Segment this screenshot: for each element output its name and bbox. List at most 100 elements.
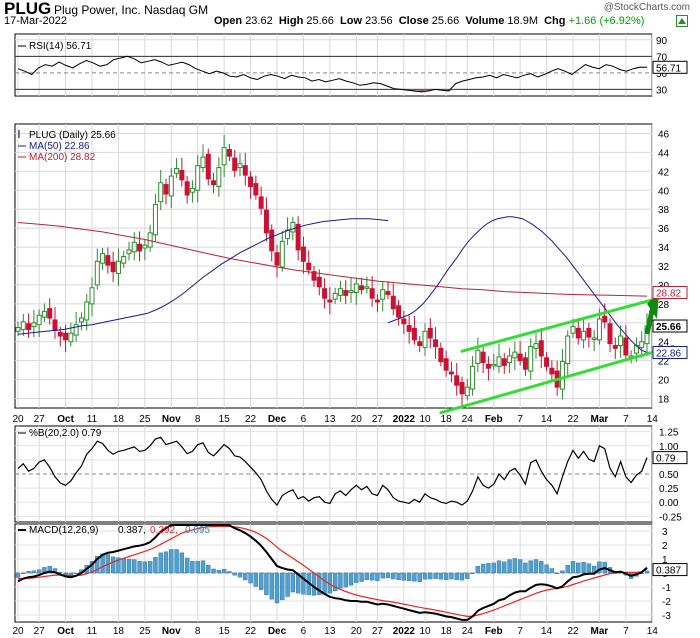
candle [20, 321, 26, 330]
macd-x-tick-label: 7 [623, 626, 629, 637]
macd-histogram-bar [243, 572, 248, 581]
rsi-tick-label: 50 [656, 69, 668, 80]
macd-x-tick-label: 14 [541, 626, 553, 637]
macd-x-tick-label: Dec [268, 626, 287, 637]
candle [163, 184, 169, 195]
macd-histogram-bar [539, 561, 544, 574]
price-tick-label: 28 [658, 300, 670, 311]
macd-histogram-bar [517, 559, 523, 574]
candle [369, 288, 375, 299]
candle [618, 335, 624, 347]
candle [501, 358, 507, 366]
candle [459, 381, 465, 395]
macd-histogram-bar [47, 566, 52, 574]
candle [480, 351, 486, 364]
price-tick-label: 18 [658, 395, 670, 406]
macd-histogram-bar [200, 560, 206, 574]
ma200-line [17, 222, 648, 297]
macd-histogram-bar [280, 572, 285, 601]
candle [496, 356, 502, 367]
candle [570, 326, 576, 334]
candle [84, 301, 90, 321]
price-x-tick-label: Feb [485, 414, 503, 425]
candle [89, 287, 95, 305]
pctb-tick-label: 0.00 [659, 498, 679, 509]
ma200-legend: MA(200) 28.82 [29, 152, 96, 163]
ma50-last-value: 22.86 [656, 349, 681, 360]
macd-histogram-bar [322, 572, 327, 595]
price-x-tick-label: 18 [441, 414, 453, 425]
price-x-tick-label: 27 [34, 414, 46, 425]
candle [306, 262, 312, 271]
price-tick-label: 42 [658, 167, 670, 178]
macd-histogram-bar [227, 571, 232, 574]
price-x-tick-label: 25 [139, 414, 151, 425]
macd-histogram-bar [338, 572, 343, 589]
macd-histogram-bar [274, 572, 280, 604]
candle [189, 187, 195, 193]
macd-histogram-bar [644, 570, 650, 574]
macd-histogram-bar [332, 572, 338, 592]
macd-histogram-bar [311, 572, 317, 596]
candle [385, 291, 391, 295]
macd-legend-name: MACD(12,26,9) [29, 525, 98, 536]
macd-histogram-bar [216, 570, 222, 574]
candle [211, 180, 217, 186]
macd-histogram-bar [454, 572, 459, 580]
price-x-tick-label: 24 [462, 414, 474, 425]
candle [401, 318, 407, 325]
macd-histogram-bar [375, 572, 380, 582]
candle [311, 271, 317, 281]
candle [507, 355, 513, 364]
candle [226, 149, 232, 157]
candle [279, 240, 285, 268]
macd-x-tick-label: 18 [441, 626, 453, 637]
price-tick-label: 44 [658, 148, 670, 159]
candle [57, 331, 63, 337]
macd-histogram-bar [512, 558, 518, 574]
macd-histogram-bar [443, 572, 449, 580]
macd-histogram-bar [121, 558, 126, 574]
macd-histogram-bar [523, 562, 528, 574]
macd-histogram-bar [560, 570, 565, 574]
candle [390, 295, 396, 310]
macd-histogram-bar [581, 562, 586, 574]
candle [142, 244, 148, 249]
candle [290, 221, 296, 233]
candle [68, 332, 74, 343]
candle [15, 327, 21, 332]
candle [322, 288, 328, 299]
candle [269, 229, 275, 252]
candle [470, 365, 476, 390]
macd-histogram-bar [354, 572, 359, 583]
rsi-legend: RSI(14) 56.71 [29, 41, 92, 52]
macd-histogram-bar [116, 557, 121, 574]
candle [427, 327, 433, 339]
candle [100, 253, 106, 264]
candle [348, 290, 354, 294]
candle [52, 319, 58, 331]
macd-histogram-bar [438, 572, 444, 580]
macd-legend-macd-value: 0.387, [118, 525, 146, 536]
ma200-last-value-box [652, 286, 688, 300]
macd-histogram-bar [528, 560, 533, 574]
macd-histogram-bar [211, 568, 216, 574]
candle [295, 223, 301, 251]
price-tick-label: 38 [658, 205, 670, 216]
candle [353, 283, 359, 294]
macd-histogram-bar [417, 572, 422, 583]
candle [639, 341, 645, 348]
macd-line [17, 524, 648, 621]
macd-histogram-bar [237, 572, 243, 578]
candle [115, 260, 121, 275]
macd-histogram-bar [412, 572, 417, 582]
candle [443, 358, 449, 371]
macd-histogram-bar [385, 572, 391, 579]
candle [475, 349, 481, 365]
pctb-tick-label: 0.25 [659, 484, 679, 495]
candle [253, 183, 259, 196]
price-tick-label: 22 [658, 357, 670, 368]
macd-last-value-box [652, 563, 688, 577]
rsi-tick-label: 90 [656, 36, 668, 47]
macd-histogram-bar [380, 572, 385, 579]
